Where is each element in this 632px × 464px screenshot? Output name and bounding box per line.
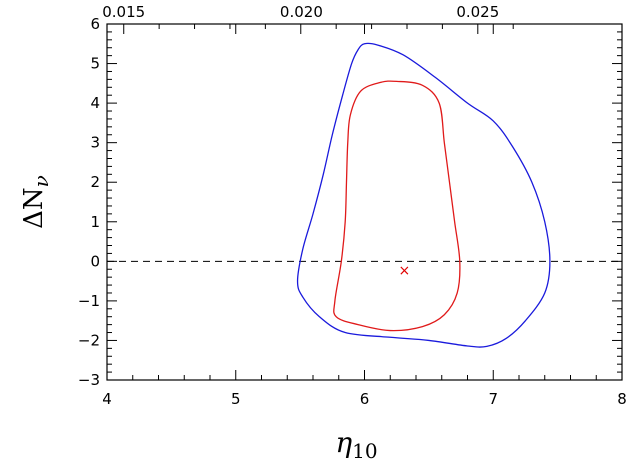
top-tick-label: 0.015: [102, 3, 145, 21]
x-axis-title: η10: [335, 426, 377, 463]
x-tick-label: 6: [360, 390, 370, 408]
y-tick-label: 3: [90, 134, 100, 152]
y-tick-label: 5: [90, 55, 100, 73]
y-tick-label: 4: [90, 94, 100, 112]
ticks: [106, 23, 623, 381]
y-tick-label: −1: [78, 292, 100, 310]
top-tick-label: 0.020: [280, 3, 323, 21]
y-axis-title: ΔNν: [19, 175, 53, 229]
best-fit-marker: ×: [399, 263, 411, 279]
x-tick-label: 7: [488, 390, 498, 408]
x-axis-title-subscript: 10: [352, 439, 377, 463]
x-axis-title-main: η: [335, 426, 352, 459]
y-axis-title-main: ΔN: [19, 187, 49, 229]
y-tick-label: 1: [90, 213, 100, 231]
y-tick-label: 2: [90, 173, 100, 191]
y-tick-label: −2: [78, 331, 100, 349]
series-group: [296, 42, 551, 348]
y-axis-title-subscript: ν: [29, 175, 53, 187]
x-tick-label: 4: [102, 390, 112, 408]
y-tick-label: −3: [78, 371, 100, 389]
contour-outer-line: [296, 42, 551, 348]
tick-labels: 4 5 6 7 8 0.015 0.020 0.025 −3 −2 −1 0 1 2 3 4 5 6: [78, 3, 627, 408]
x-tick-label: 8: [617, 390, 627, 408]
y-tick-label: 0: [90, 252, 100, 270]
x-tick-label: 5: [231, 390, 241, 408]
top-tick-label: 0.025: [456, 3, 499, 21]
contour-inner-line: [333, 80, 461, 332]
y-tick-label: 6: [90, 15, 100, 33]
